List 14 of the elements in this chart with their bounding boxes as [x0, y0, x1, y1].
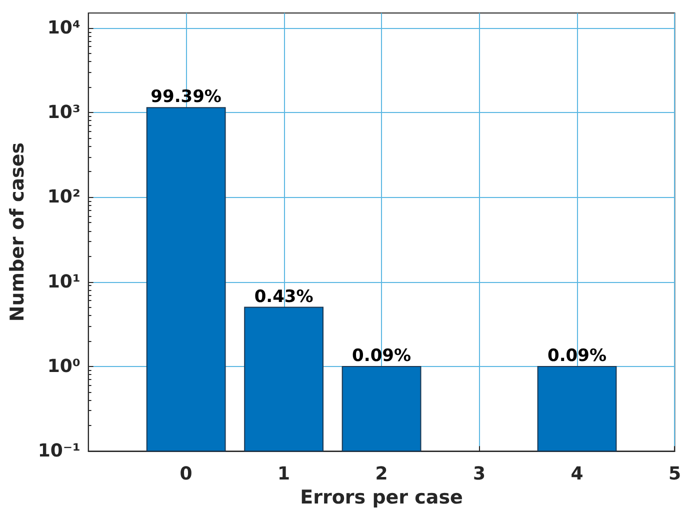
y-tick-label: 10⁰ — [47, 356, 80, 377]
y-tick-label: 10¹ — [47, 271, 80, 292]
x-tick-label: 5 — [668, 464, 682, 485]
x-tick-label: 2 — [375, 464, 388, 485]
y-axis-title: Number of cases — [6, 142, 28, 322]
y-tick-label: 10³ — [47, 102, 80, 124]
x-tick-label: 1 — [278, 464, 290, 485]
x-tick-label: 0 — [180, 464, 192, 485]
x-tick-label: 4 — [570, 464, 584, 485]
x-tick-label: 3 — [473, 464, 486, 485]
y-tick-label: 10⁴ — [47, 17, 80, 38]
y-tick-label: 10⁻¹ — [38, 440, 80, 462]
y-tick-label: 10² — [47, 186, 80, 208]
x-axis-title: Errors per case — [300, 486, 463, 508]
